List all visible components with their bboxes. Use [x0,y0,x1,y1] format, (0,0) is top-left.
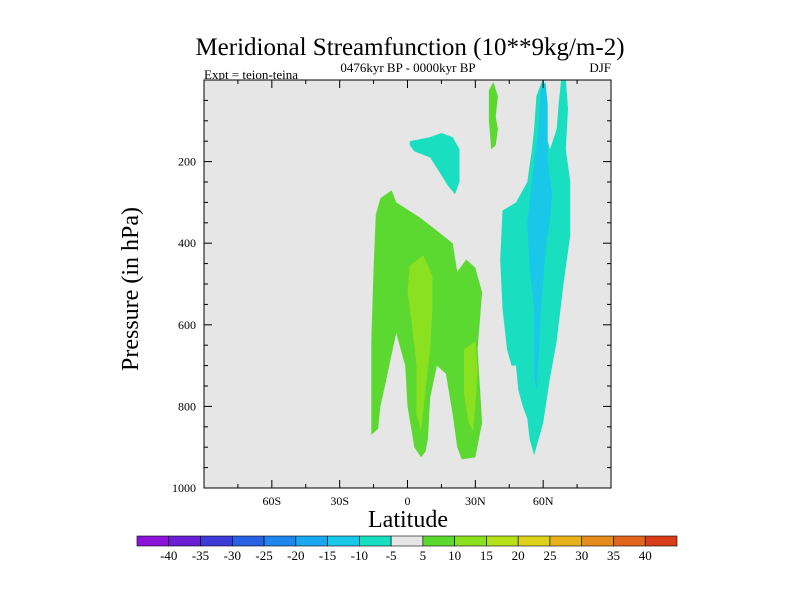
chart-subtitle: 0476kyr BP - 0000kyr BP [340,60,475,75]
contour-region-pos10-2 [407,255,433,431]
colorbar-swatch [359,535,392,547]
y-tick-label: 600 [178,318,196,332]
y-tick-label: 400 [178,236,196,250]
colorbar-swatch [200,535,233,547]
contour-region-pos10-3 [464,341,478,431]
colorbar-label: 30 [575,548,588,563]
y-tick-label: 1000 [172,481,196,495]
y-axis-label: Pressure (in hPa) [118,207,144,371]
colorbar-label: 15 [480,548,493,563]
colorbar-swatch [486,535,519,547]
colorbar-swatch [422,535,455,547]
x-tick-label: 0 [405,494,411,508]
colorbar-swatch [327,535,360,547]
colorbar-label: 40 [639,548,652,563]
colorbar-swatch [549,535,583,547]
colorbar-label: -40 [160,548,177,563]
colorbar-swatch [168,535,201,547]
chart-title: Meridional Streamfunction (10**9kg/m-2) [195,34,624,61]
colorbar-swatch [517,535,551,547]
colorbar-label: -20 [287,548,304,563]
season-label: DJF [589,60,611,75]
colorbar-label: -10 [351,548,368,563]
contour-region-neg5-4 [409,133,460,195]
colorbar-label: 10 [448,548,461,563]
colorbar-label: 25 [543,548,556,563]
colorbar-label: 20 [512,548,525,563]
colorbar-swatch [390,535,424,547]
colorbar-label: -5 [386,548,397,563]
x-axis-label: Latitude [368,507,448,533]
contour-region-pos5-1 [488,82,498,150]
colorbar-swatch [581,535,614,547]
y-tick-label: 200 [178,155,196,169]
colorbar: -40 -35 -30 -25 -20 -15 -10 -5 5 10 15 20 25 30 35 40 [136,535,678,563]
colorbar-label: -15 [319,548,336,563]
colorbar-label: -30 [224,548,241,563]
contour-regions [371,80,571,460]
colorbar-swatch [136,535,170,547]
colorbar-label: -25 [255,548,272,563]
y-tick-label: 800 [178,399,196,413]
contour-region-neg10-6 [527,82,553,391]
colorbar-label: -35 [192,548,209,563]
colorbar-swatch [613,535,646,547]
x-tick-label: 60S [262,494,281,508]
colorbar-swatch [231,535,265,547]
colorbar-swatch [263,535,297,547]
x-tick-label: 30N [465,494,486,508]
x-tick-label: 60N [533,494,554,508]
colorbar-label: 5 [420,548,427,563]
x-tick-label: 30S [330,494,349,508]
colorbar-swatch [644,535,678,547]
colorbar-swatch [295,535,328,547]
experiment-label: Expt = teion-teina [204,67,298,82]
colorbar-label: 35 [607,548,620,563]
y-axis: 200 400 600 800 1000 [172,99,611,495]
colorbar-swatch [454,535,487,547]
x-axis: 60S 30S 0 30N 60N [237,80,578,508]
